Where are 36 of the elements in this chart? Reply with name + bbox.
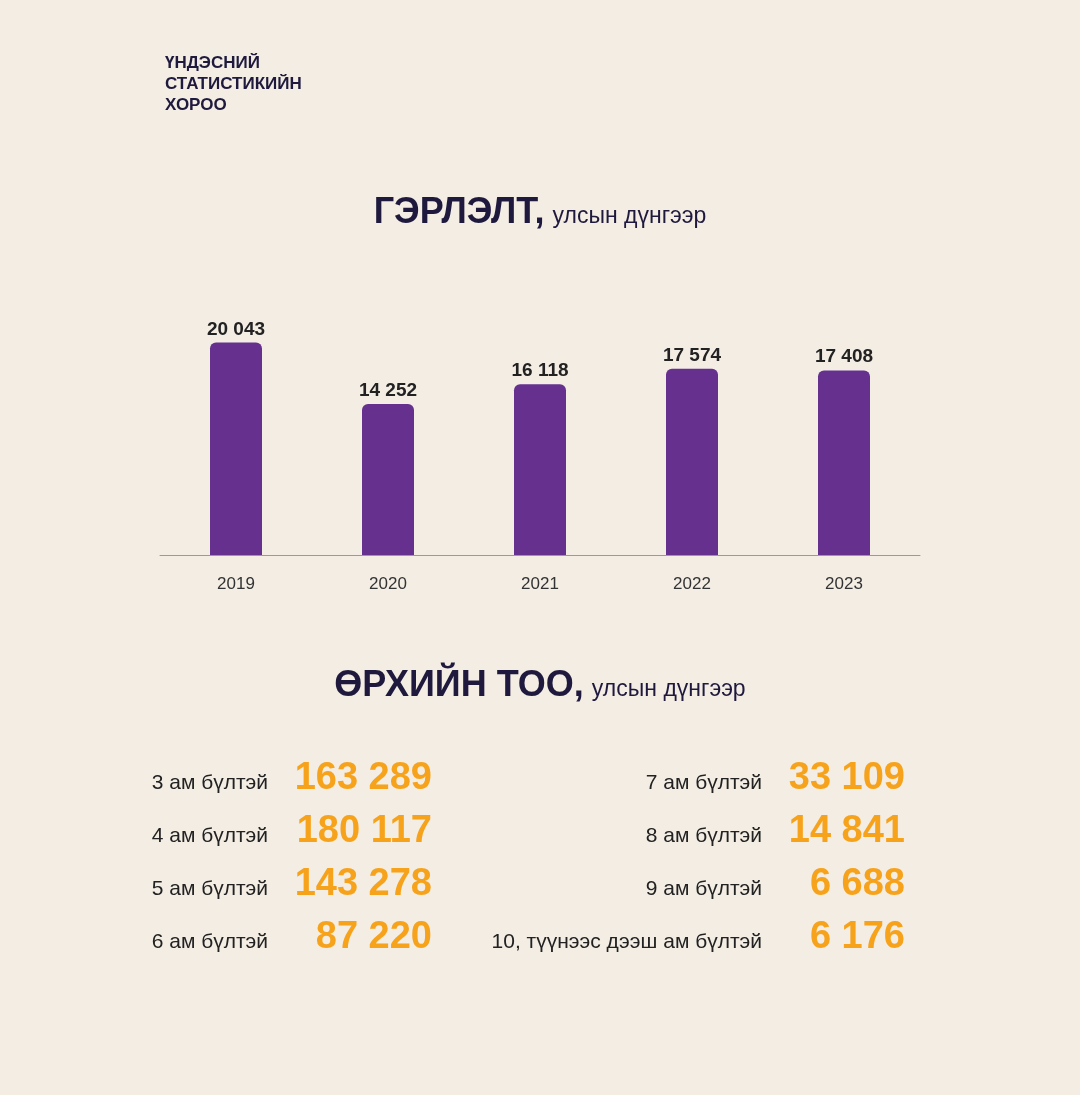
text: 10, түүнээс дээш ам бүлтэй (491, 929, 762, 952)
bar (818, 370, 870, 555)
text: 8 ам бүлтэй (645, 823, 762, 846)
chart-subtitle: улсын дүнгээр (552, 202, 707, 228)
bar (514, 384, 566, 555)
bar (362, 403, 414, 555)
data-label: 20 043 (206, 317, 266, 339)
text: 9 ам бүлтэй (645, 876, 762, 899)
text: 4 ам бүлтэй (150, 823, 268, 847)
text: 14 841 (787, 808, 905, 851)
text: 6 176 (808, 914, 905, 957)
text: 6 688 (808, 861, 905, 904)
text: 5 ам бүлтэй (150, 876, 268, 900)
x-tick-label: 2023 (825, 574, 863, 593)
text: 143 278 (293, 861, 432, 904)
data-label: 17 408 (814, 345, 874, 367)
x-tick-label: 2021 (521, 574, 559, 593)
text: ӨРХИЙН ТОО, (334, 663, 584, 704)
text: 163 289 (293, 755, 432, 798)
text: улсын дүнгээр (591, 675, 746, 701)
chart-title: ГЭРЛЭЛТ, (373, 190, 545, 231)
data-label: 17 574 (662, 343, 722, 365)
x-tick-label: 2020 (369, 574, 407, 593)
text: 3 ам бүлтэй (150, 770, 268, 794)
text: ҮНДЭСНИЙ СТАТИСТИКИЙН ХОРОО (165, 52, 303, 115)
bar (210, 342, 262, 555)
data-label: 14 252 (358, 378, 418, 400)
x-tick-label: 2019 (217, 574, 255, 593)
text: 180 117 (295, 808, 432, 851)
x-tick-label: 2022 (673, 574, 711, 593)
bar (666, 368, 718, 555)
text: 6 ам бүлтэй (150, 929, 268, 953)
text: 87 220 (314, 914, 432, 957)
text: 7 ам бүлтэй (645, 770, 762, 793)
data-label: 16 118 (511, 359, 569, 381)
text: 33 109 (787, 755, 905, 798)
